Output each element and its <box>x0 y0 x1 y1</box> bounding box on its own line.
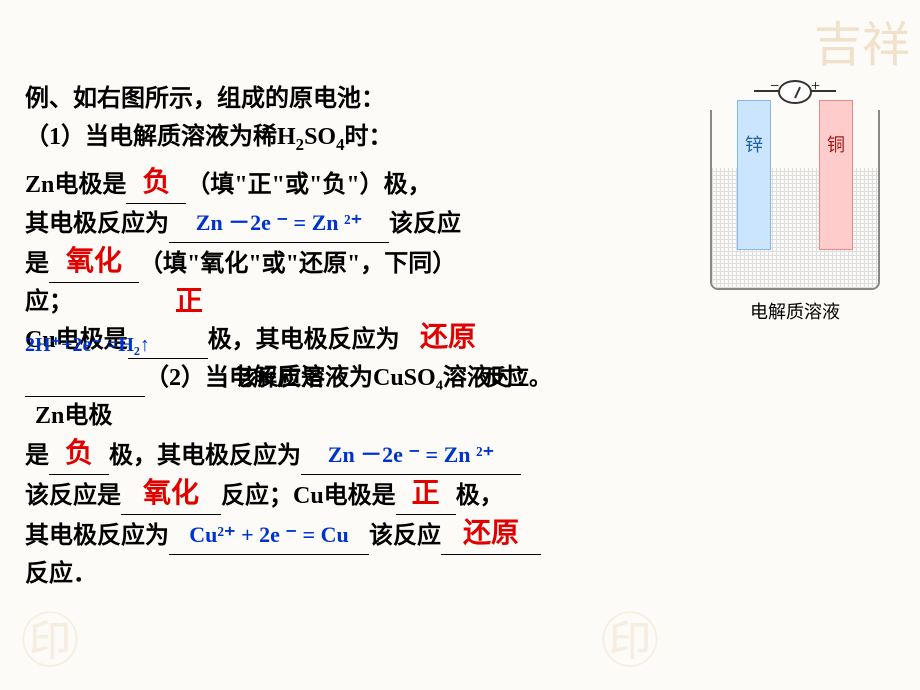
diagram: 锌 铜 − + 电解质溶液 <box>700 80 890 324</box>
line-6: 应； 正 <box>25 283 555 321</box>
line-7: Cu电极是极，其电极反应为 2H⁺+2e⁻ =H₂↑ 还原 <box>25 321 555 359</box>
watermark-bottom-left: ㊞ <box>20 593 80 680</box>
diagram-caption: 电解质溶液 <box>700 298 890 324</box>
line-5: 是氧化（填"氧化"或"还原"，下同） <box>25 243 555 283</box>
line-1: 例、如右图所示，组成的原电池： <box>25 80 555 118</box>
line-11: 其电极反应为Cu²⁺ + 2e ⁻ = Cu该反应还原反应． <box>25 515 555 593</box>
watermark-bottom-right: ㊞ <box>600 593 660 680</box>
ammeter-icon <box>778 80 812 104</box>
main-text: 例、如右图所示，组成的原电池： （1）当电解质溶液为稀H2SO4时： Zn电极是… <box>25 80 555 593</box>
line-2: （1）当电解质溶液为稀H2SO4时： <box>25 118 555 164</box>
copper-electrode: 铜 <box>819 100 853 250</box>
line-9: 是负极，其电极反应为Zn －2e ⁻ = Zn ²⁺ <box>25 435 555 475</box>
watermark-top-right: 吉祥 <box>814 5 910 75</box>
plus-sign: + <box>811 78 820 96</box>
beaker: 锌 铜 − + <box>710 110 880 290</box>
minus-sign: − <box>770 78 779 96</box>
line-10: 该反应是氧化反应；Cu电极是正极， <box>25 475 555 515</box>
line-4: 其电极反应为Zn －2e ⁻ = Zn ²⁺该反应 <box>25 204 555 243</box>
line-3: Zn电极是负（填"正"或"负"）极， <box>25 164 555 204</box>
zinc-electrode: 锌 <box>737 100 771 250</box>
line-8: （2）当电解质溶液为CuSO₄溶液时： 该反应是 Zn电极 反应。 <box>25 359 555 435</box>
